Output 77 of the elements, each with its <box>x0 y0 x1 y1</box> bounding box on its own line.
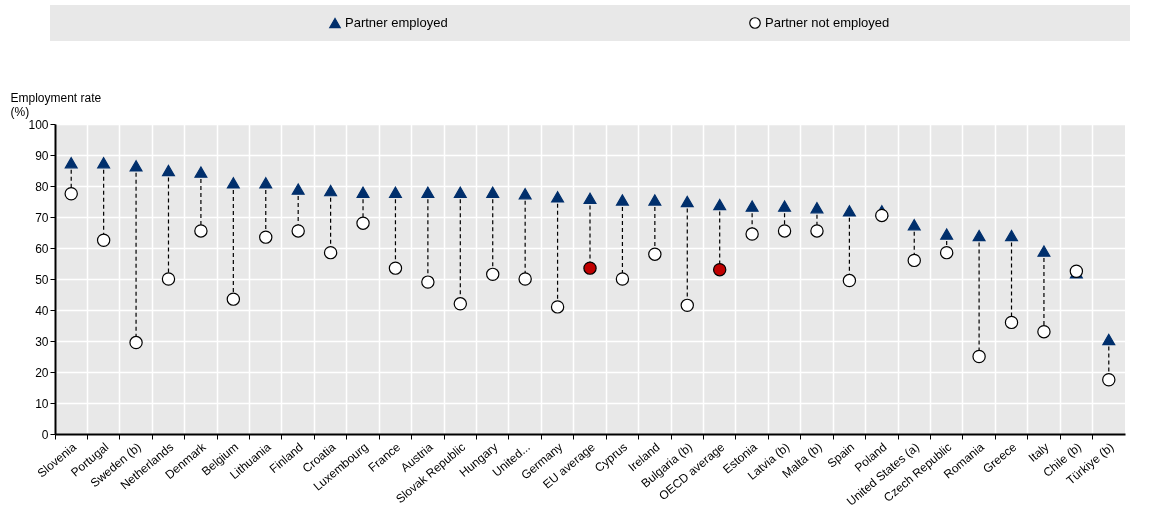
point <box>842 273 857 288</box>
point <box>615 272 630 286</box>
point <box>323 245 338 260</box>
point <box>356 186 370 198</box>
point <box>129 160 143 172</box>
point <box>583 192 597 205</box>
point <box>64 157 78 169</box>
point <box>842 205 856 217</box>
point <box>680 298 694 313</box>
point <box>388 186 402 198</box>
y-tick-label: 30 <box>35 334 49 349</box>
point <box>388 261 403 275</box>
point <box>291 224 305 238</box>
point <box>259 230 273 244</box>
point <box>324 184 338 197</box>
y-tick-label: 70 <box>35 210 49 225</box>
point <box>226 177 240 189</box>
y-tick-label: 90 <box>35 148 49 163</box>
point <box>518 188 532 200</box>
point <box>1102 333 1116 346</box>
point <box>972 229 986 242</box>
point <box>96 233 111 247</box>
point <box>518 272 532 286</box>
point <box>940 228 954 240</box>
point <box>745 227 759 241</box>
point <box>291 183 305 195</box>
point <box>712 262 727 277</box>
point <box>1037 324 1051 339</box>
point <box>615 194 629 206</box>
point <box>453 297 468 311</box>
point <box>486 186 500 198</box>
point <box>907 253 921 268</box>
point <box>972 349 986 364</box>
point <box>1005 229 1019 242</box>
y-tick-label: 60 <box>35 241 49 256</box>
y-tick-label: 50 <box>35 272 49 287</box>
point <box>194 224 208 238</box>
point <box>680 195 694 208</box>
point <box>161 164 175 177</box>
point <box>421 275 435 289</box>
point <box>777 224 792 238</box>
y-tick-label: 80 <box>35 179 49 194</box>
point <box>486 267 500 282</box>
legend-label: Partner not employed <box>765 15 890 30</box>
point <box>356 216 370 230</box>
y-tick-label: 100 <box>28 117 49 132</box>
point <box>648 194 662 206</box>
point <box>1102 373 1116 387</box>
point <box>226 292 241 306</box>
y-tick-label: 10 <box>35 396 49 411</box>
point <box>810 201 824 214</box>
legend-label: Partner employed <box>345 15 448 30</box>
point <box>810 224 824 238</box>
point <box>583 261 597 275</box>
point <box>161 272 176 286</box>
point <box>97 157 111 169</box>
y-tick-label: 0 <box>41 427 49 442</box>
y-tick-label: 40 <box>35 303 49 318</box>
point <box>550 300 565 314</box>
point <box>1004 315 1019 330</box>
point <box>907 219 921 231</box>
point <box>453 186 467 198</box>
point <box>421 186 435 198</box>
point <box>259 177 273 189</box>
point <box>1037 245 1051 257</box>
point <box>551 191 565 203</box>
point <box>939 245 954 260</box>
y-axis-title: Employment rate (%) <box>10 90 102 119</box>
point <box>64 187 78 201</box>
point <box>713 198 727 211</box>
point <box>648 247 662 261</box>
point <box>875 208 889 223</box>
point <box>745 200 759 212</box>
point <box>778 200 792 212</box>
point <box>129 335 143 350</box>
point <box>194 166 208 178</box>
y-tick-label: 20 <box>35 365 49 380</box>
